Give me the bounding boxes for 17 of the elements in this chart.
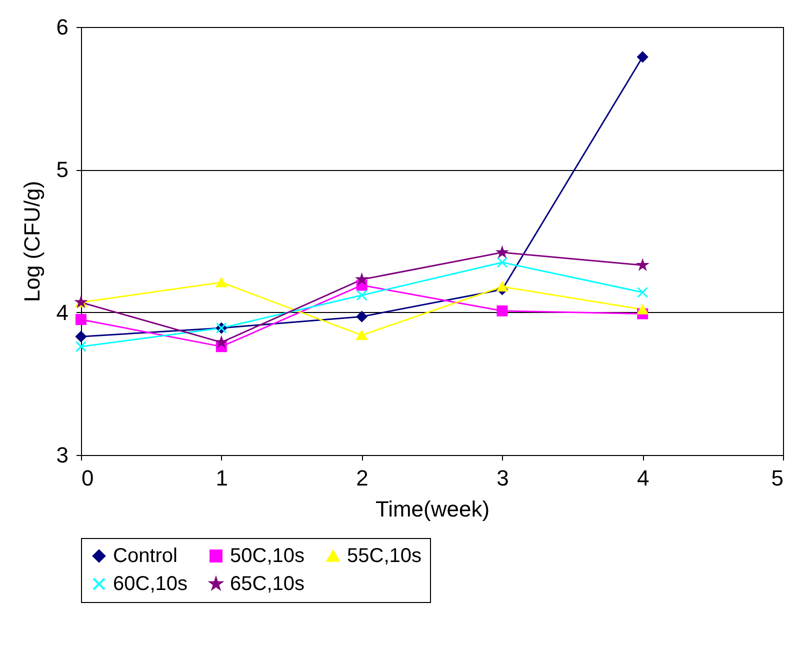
y-tick-label: 6 bbox=[56, 14, 68, 40]
x-tick-label: 2 bbox=[356, 466, 368, 490]
y-tick-label: 3 bbox=[56, 442, 68, 468]
x-tick-label: 4 bbox=[636, 466, 650, 490]
legend-label: 50C,10s bbox=[230, 545, 304, 567]
y-tick-label: 5 bbox=[56, 157, 68, 182]
x-axis-title: Time(week) bbox=[375, 496, 490, 522]
legend-label: 55C,10s bbox=[347, 545, 422, 567]
y-tick-label: 4 bbox=[56, 300, 68, 325]
x-tick-label: 1 bbox=[216, 466, 228, 490]
y-axis-title: Log (CFU/g) bbox=[19, 180, 44, 302]
legend-label: 60C,10s bbox=[113, 573, 188, 595]
legend-label: 65C,10s bbox=[230, 573, 304, 595]
x-tick-label: 5 bbox=[771, 466, 784, 490]
x-tick-label: 0 bbox=[82, 466, 94, 490]
x-tick-label: 3 bbox=[496, 466, 509, 490]
legend-label: Control bbox=[113, 545, 178, 567]
